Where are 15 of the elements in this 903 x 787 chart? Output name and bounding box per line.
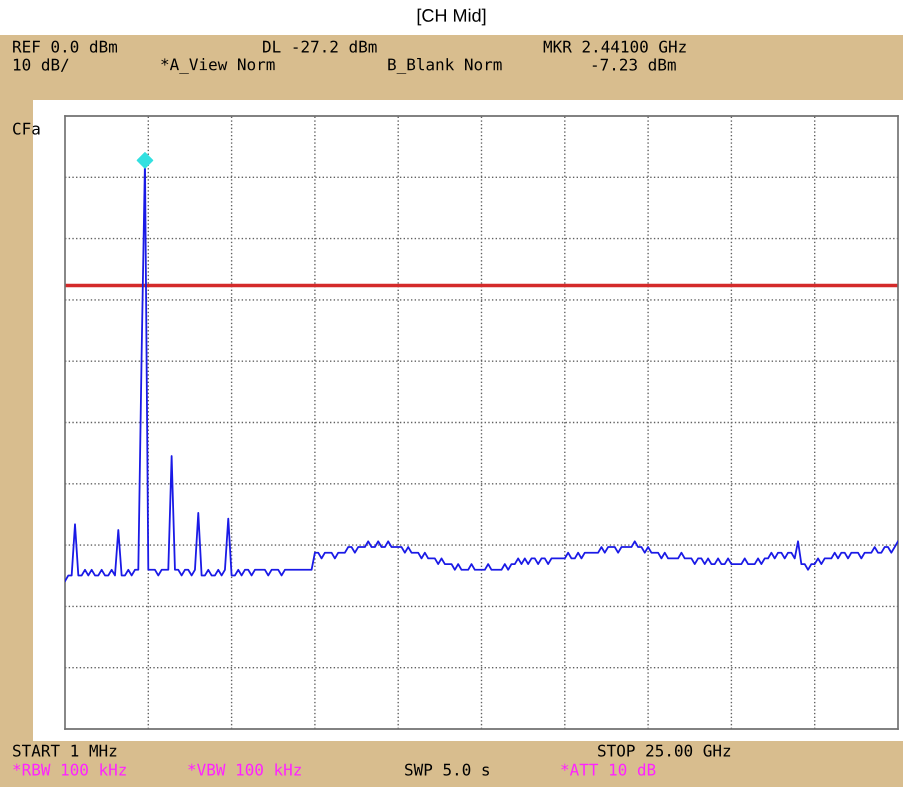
- text: B_Blank Norm: [388, 58, 502, 74]
- text: *RBW 100 kHz: [13, 763, 126, 776]
- text: 10 dB/: [14, 58, 68, 72]
- chart-title: [CH Mid]: [418, 8, 486, 26]
- text: *ATT 10 dB: [561, 763, 656, 776]
- text: START 1 MHz: [13, 744, 116, 757]
- text: MKR 2.44100 GHz: [544, 40, 686, 53]
- text: DL -27.2 dBm: [263, 40, 377, 53]
- text: -7.23 dBm: [592, 58, 676, 71]
- text: *VBW 100 kHz: [188, 763, 301, 776]
- text: SWP 5.0 s: [405, 764, 489, 776]
- text: REF 0.0 dBm: [13, 40, 118, 53]
- text: *A_View Norm: [161, 58, 275, 74]
- text: STOP 25.00 GHz: [598, 744, 730, 757]
- text: CFa: [13, 122, 40, 135]
